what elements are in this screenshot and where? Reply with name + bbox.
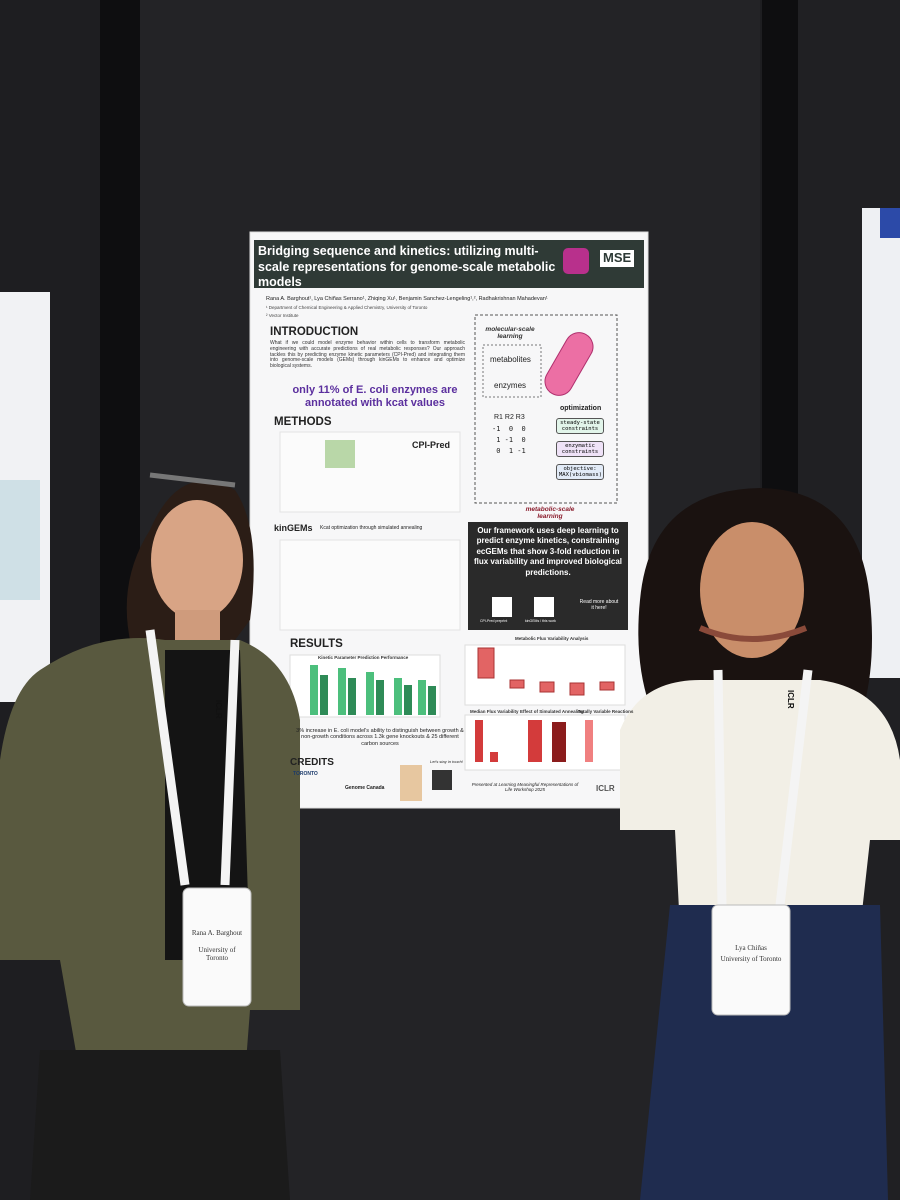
badge-affiliation: University of Toronto bbox=[198, 946, 236, 962]
name-badge bbox=[711, 904, 791, 1016]
matrix-row: 1 -1 0 bbox=[492, 436, 526, 444]
chart-title: Totally Variable Reactions bbox=[578, 709, 634, 714]
matrix-row: 0 1 -1 bbox=[492, 447, 526, 455]
lanyard bbox=[145, 629, 240, 886]
trousers bbox=[30, 1050, 290, 1200]
box-shape bbox=[539, 681, 555, 693]
diagram-frame bbox=[474, 314, 618, 504]
sponsor: TORONTO bbox=[293, 771, 318, 777]
lanyard-text: ICLR bbox=[786, 690, 795, 709]
face bbox=[700, 522, 804, 658]
results-summary: 3% increase in E. coli model's ability t… bbox=[296, 728, 464, 747]
chart-title: Effect of Simulated Annealing bbox=[520, 709, 584, 714]
constraint-pill: objective: MAX(vbiomass) bbox=[556, 464, 604, 480]
bar-shape bbox=[338, 668, 346, 715]
bar-shape bbox=[376, 680, 384, 715]
presented-at: Presented at Learning Meaningful Represe… bbox=[471, 782, 579, 793]
poster-logo-icon bbox=[563, 248, 589, 274]
poster-authors: Rana A. Barghout¹, Lya Chiñas Serrano¹, … bbox=[266, 296, 548, 302]
bar-shape bbox=[585, 720, 593, 762]
sunglasses bbox=[149, 472, 236, 488]
bar-shape bbox=[366, 672, 374, 715]
poster-logo: MSE bbox=[600, 250, 635, 267]
smocked-top bbox=[620, 680, 900, 930]
bar-shape bbox=[348, 678, 356, 715]
method-label: kinGEMs bbox=[274, 523, 313, 533]
poster-title: Bridging sequence and kinetics: utilizin… bbox=[258, 244, 556, 290]
molecules-box bbox=[482, 344, 542, 398]
method-label: CPI-Pred bbox=[412, 440, 451, 450]
qr-code bbox=[534, 597, 554, 617]
constraint-pill: enzymatic constraints bbox=[556, 441, 604, 457]
navy-trousers bbox=[640, 905, 888, 1200]
bar-shape bbox=[310, 665, 318, 715]
sponsor: Genome Canada bbox=[345, 785, 385, 791]
box-plot-shapes bbox=[477, 647, 615, 696]
qr-label: CPI-Pred preprint bbox=[480, 619, 508, 623]
chart-panel bbox=[464, 714, 626, 771]
section-heading: CREDITS bbox=[290, 757, 334, 768]
bar-shape bbox=[418, 680, 426, 715]
section-heading: METHODS bbox=[274, 416, 332, 428]
method-caption: Kcat optimization through simulated anne… bbox=[320, 525, 423, 531]
qr-label: kinGEMs / this work bbox=[525, 619, 556, 623]
face bbox=[151, 500, 243, 620]
right-poster-header bbox=[880, 208, 900, 238]
contact: Let's stay in touch! bbox=[430, 759, 464, 764]
qr-code bbox=[492, 597, 512, 617]
intro-text: What if we could model enzyme behavior w… bbox=[270, 340, 465, 369]
callout-text: Our framework uses deep learning to pred… bbox=[473, 526, 623, 577]
intro-highlight: only 11% of E. coli enzymes are annotate… bbox=[292, 384, 458, 410]
badge-name: Lya Chiñas bbox=[735, 944, 767, 952]
bar-shape bbox=[528, 720, 542, 762]
kingems-schematic bbox=[279, 539, 461, 631]
box-shape bbox=[509, 679, 525, 689]
box-shape bbox=[569, 682, 585, 696]
name-badge bbox=[182, 887, 252, 1007]
conference-logo: ICLR bbox=[596, 784, 615, 793]
diagram-label: optimization bbox=[560, 405, 602, 412]
matrix-illustration bbox=[325, 440, 355, 468]
section-heading: RESULTS bbox=[290, 638, 343, 650]
constraint-pill: steady-state constraints bbox=[556, 418, 604, 434]
diagram-label: metabolites bbox=[490, 355, 531, 364]
lanyard bbox=[713, 669, 813, 906]
bar-shape bbox=[394, 678, 402, 715]
chart-title: Median Flux Variability bbox=[470, 709, 519, 714]
qr-code bbox=[432, 770, 452, 790]
affiliation: ¹ Department of Chemical Engineering & A… bbox=[266, 305, 428, 310]
smile bbox=[698, 625, 808, 642]
cartoon-avatar bbox=[400, 765, 422, 801]
box-shape bbox=[477, 647, 495, 679]
bar-shape bbox=[428, 686, 436, 715]
diagram-label: metabolic-scale learning bbox=[525, 506, 575, 521]
chart-title: Kinetic Parameter Prediction Performance bbox=[318, 655, 409, 660]
matrix-row: -1 0 0 bbox=[492, 425, 526, 433]
read-more: Read more about it here! bbox=[579, 599, 619, 611]
bar-shape bbox=[404, 685, 412, 715]
chart-bars bbox=[475, 720, 593, 762]
lanyard-text: ICLR bbox=[214, 700, 223, 719]
bar-shape bbox=[552, 722, 566, 762]
chart-bars bbox=[310, 665, 436, 715]
affiliation: ² Vector Institute bbox=[266, 313, 299, 318]
box-shape bbox=[599, 681, 615, 691]
bar-shape bbox=[475, 720, 483, 762]
section-heading: INTRODUCTION bbox=[270, 326, 359, 338]
badge-name: Rana A. Barghout bbox=[191, 929, 243, 937]
diagram-label: molecular-scale learning bbox=[485, 326, 535, 341]
left-poster-figure bbox=[0, 480, 40, 600]
diagram-label: enzymes bbox=[494, 381, 527, 390]
cell-illustration bbox=[544, 332, 594, 396]
cpi-pred-schematic bbox=[279, 431, 461, 513]
bar-shape bbox=[320, 675, 328, 715]
matrix-header: R1 R2 R3 bbox=[494, 414, 525, 421]
badge-affiliation: University of Toronto bbox=[720, 955, 782, 963]
chart-title: Metabolic Flux Variability Analysis bbox=[515, 636, 589, 641]
bar-shape bbox=[490, 752, 498, 762]
